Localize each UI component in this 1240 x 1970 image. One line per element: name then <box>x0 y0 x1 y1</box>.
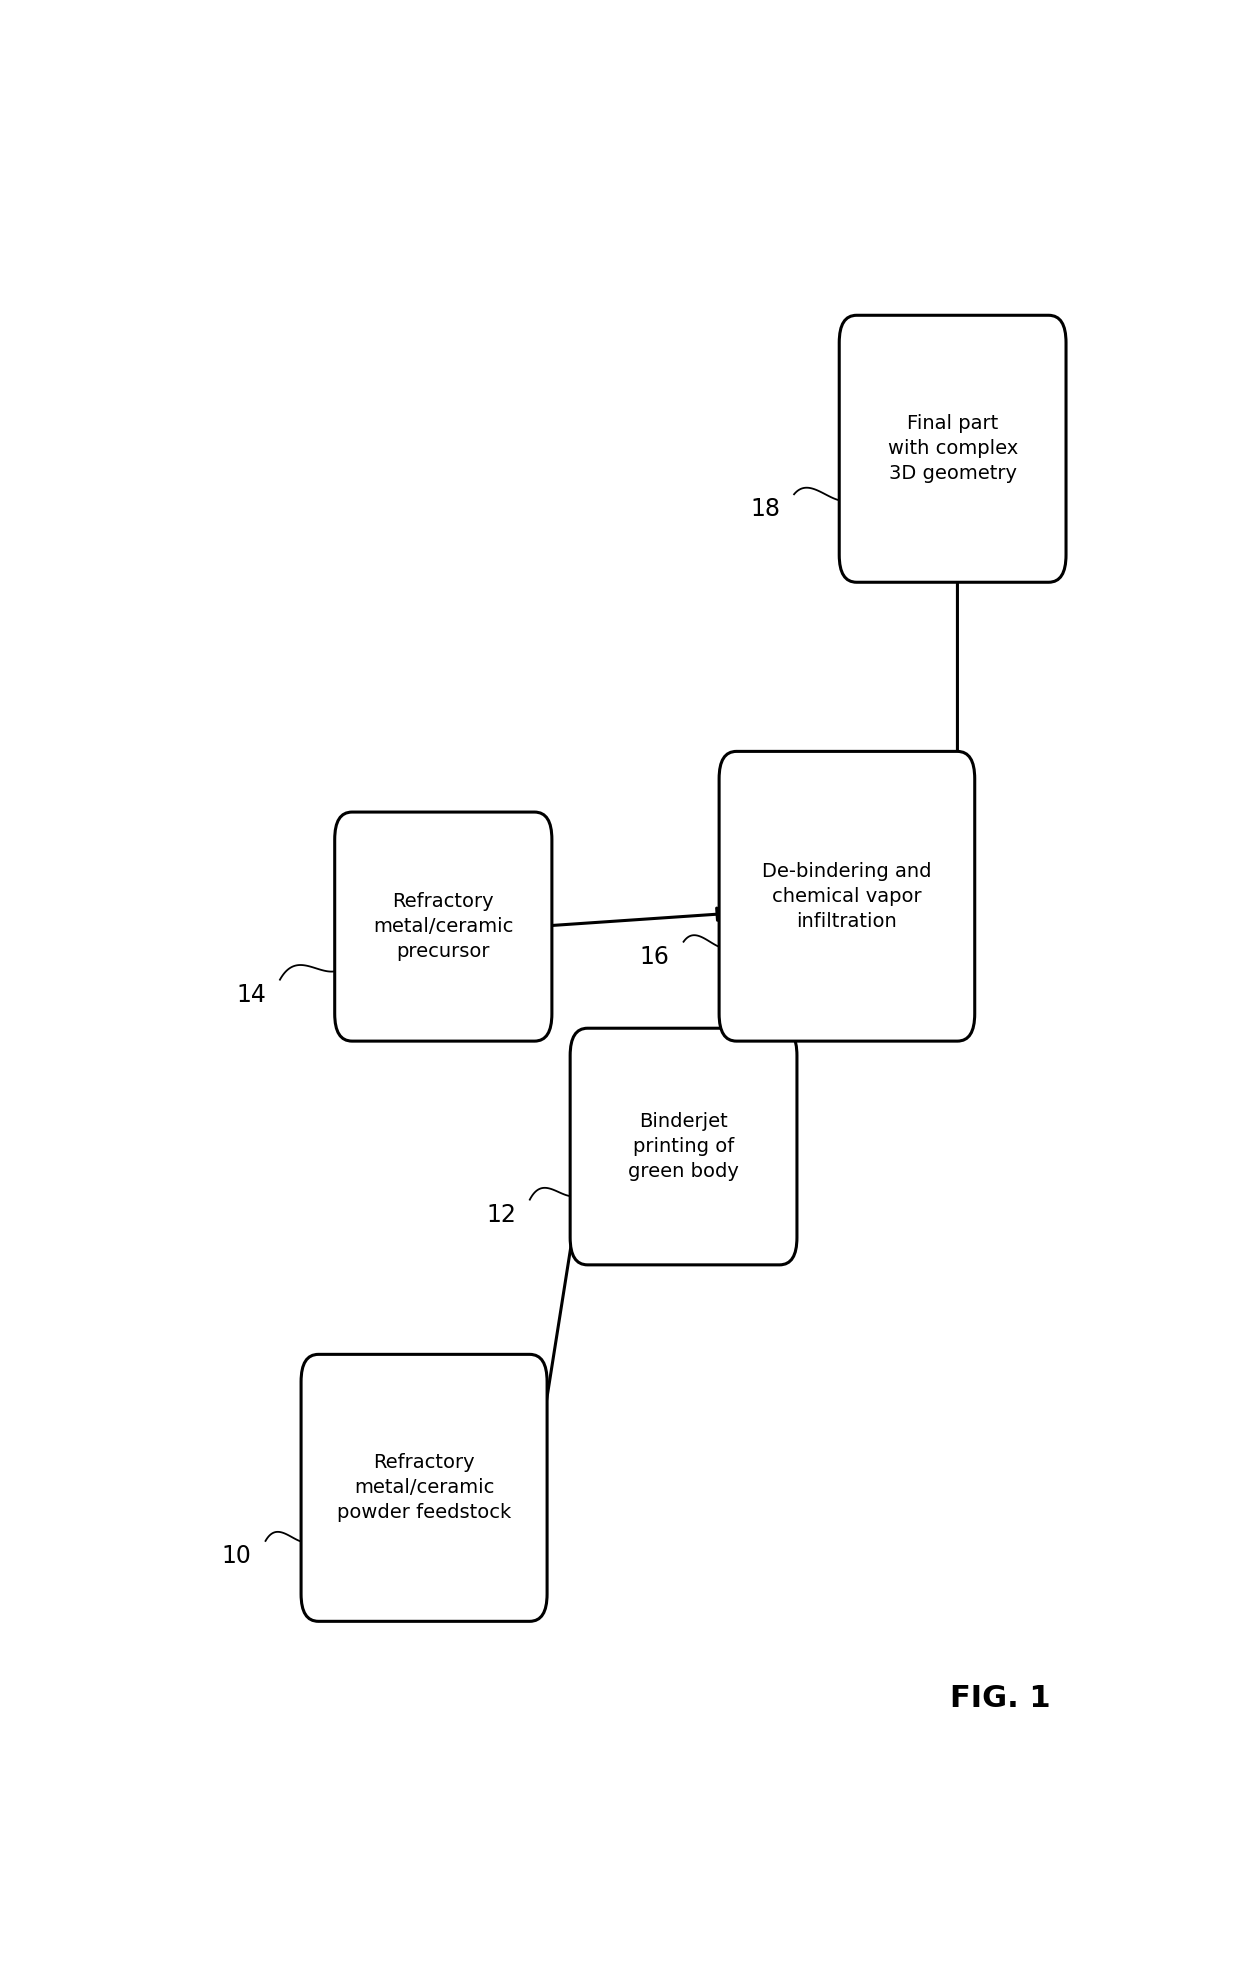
Text: 18: 18 <box>750 498 780 522</box>
FancyArrowPatch shape <box>735 983 786 1145</box>
FancyBboxPatch shape <box>570 1028 797 1265</box>
FancyBboxPatch shape <box>301 1353 547 1621</box>
Text: Refractory
metal/ceramic
powder feedstock: Refractory metal/ceramic powder feedstoc… <box>337 1454 511 1523</box>
FancyArrowPatch shape <box>538 908 729 926</box>
Text: Refractory
metal/ceramic
precursor: Refractory metal/ceramic precursor <box>373 892 513 961</box>
Text: FIG. 1: FIG. 1 <box>950 1684 1052 1714</box>
FancyBboxPatch shape <box>839 315 1066 583</box>
Text: Final part
with complex
3D geometry: Final part with complex 3D geometry <box>888 414 1018 483</box>
Text: 14: 14 <box>236 983 267 1007</box>
FancyArrowPatch shape <box>533 1190 584 1485</box>
FancyArrowPatch shape <box>951 565 963 772</box>
Text: Binderjet
printing of
green body: Binderjet printing of green body <box>629 1111 739 1182</box>
Text: 16: 16 <box>640 946 670 969</box>
FancyBboxPatch shape <box>335 812 552 1040</box>
Text: 12: 12 <box>486 1204 516 1227</box>
Text: De-bindering and
chemical vapor
infiltration: De-bindering and chemical vapor infiltra… <box>763 861 931 930</box>
FancyBboxPatch shape <box>719 751 975 1040</box>
Text: 10: 10 <box>222 1544 252 1568</box>
